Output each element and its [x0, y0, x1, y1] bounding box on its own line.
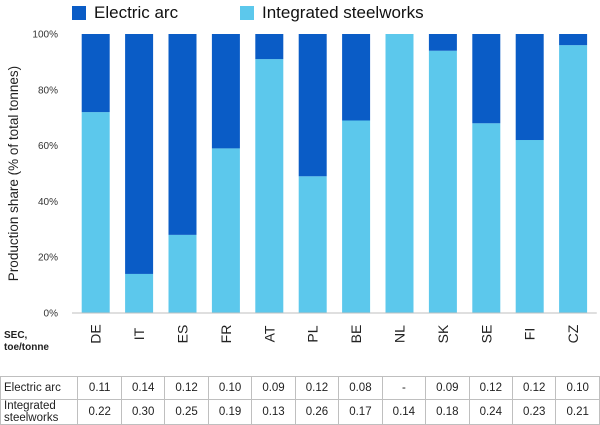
- sec-cell: 0.14: [381, 399, 427, 425]
- y-tick-label: 0%: [44, 309, 59, 320]
- sec-cell: 0.30: [120, 399, 166, 425]
- bar-integrated-steelworks-fr: [211, 148, 240, 313]
- legend-label-electric-arc: Electric arc: [94, 3, 179, 22]
- sec-cell: 0.24: [468, 399, 514, 425]
- sec-row-label: Integrated steelworks: [0, 399, 79, 425]
- sec-cell: 0.10: [207, 376, 253, 400]
- y-tick-label: 40%: [38, 197, 58, 208]
- legend-swatch-integrated-steelworks: [240, 6, 254, 20]
- bar-integrated-steelworks-pl: [298, 176, 327, 313]
- bar-electric-arc-fr: [211, 34, 240, 149]
- sec-cell: 0.12: [164, 376, 209, 400]
- legend-item-integrated-steelworks: Integrated steelworks: [240, 3, 424, 23]
- sec-row-integrated-steelworks: Integrated steelworks 0.22 0.30 0.25 0.1…: [0, 399, 600, 425]
- y-tick-label: 60%: [38, 141, 58, 152]
- sec-row-label-line2: steelworks: [4, 412, 59, 424]
- bar-electric-arc-it: [125, 34, 154, 274]
- sec-header-line2: toe/tonne: [4, 342, 49, 353]
- bar-integrated-steelworks-sk: [428, 50, 457, 314]
- y-tick-label: 20%: [38, 253, 58, 264]
- bar-integrated-steelworks-at: [255, 59, 284, 313]
- legend-swatch-electric-arc: [72, 6, 86, 20]
- sec-row-electric-arc: Electric arc 0.11 0.14 0.12 0.10 0.09 0.…: [0, 376, 600, 400]
- x-tick-label: BE: [348, 325, 364, 344]
- sec-cell: 0.21: [555, 399, 600, 425]
- sec-cell: 0.23: [511, 399, 557, 425]
- bar-electric-arc-se: [472, 34, 501, 124]
- y-tick-label: 100%: [32, 30, 58, 41]
- sec-cell: -: [381, 376, 427, 400]
- bar-electric-arc-es: [168, 34, 197, 235]
- sec-row-label: Electric arc: [0, 376, 79, 400]
- sec-cell: 0.12: [468, 376, 514, 400]
- sec-header-line1: SEC,: [4, 330, 28, 341]
- sec-cell: 0.18: [425, 399, 470, 425]
- bar-integrated-steelworks-nl: [385, 34, 414, 313]
- x-tick-label: SK: [435, 324, 451, 343]
- x-tick-label: SE: [478, 325, 494, 344]
- sec-row-label-line1: Integrated: [4, 400, 56, 412]
- sec-cell: 0.25: [164, 399, 209, 425]
- bar-integrated-steelworks-be: [342, 120, 371, 314]
- x-tick-label: FI: [522, 328, 538, 340]
- x-tick-label: CZ: [565, 324, 581, 343]
- sec-cell: 0.09: [251, 376, 296, 400]
- sec-cell: 0.14: [120, 376, 166, 400]
- x-tick-label: FR: [218, 325, 234, 344]
- bar-integrated-steelworks-cz: [559, 45, 588, 313]
- x-tick-label: IT: [131, 327, 147, 340]
- sec-header: SEC, toe/tonne: [4, 330, 49, 354]
- bar-electric-arc-be: [342, 34, 371, 121]
- bar-integrated-steelworks-it: [125, 273, 154, 313]
- sec-cell: 0.19: [207, 399, 253, 425]
- stacked-bar-chart: 0% 20% 40% 60% 80% 100% Production share (% of…: [6, 30, 597, 344]
- sec-cell: 0.12: [511, 376, 557, 400]
- sec-cell: 0.11: [77, 376, 122, 400]
- sec-cell: 0.08: [338, 376, 383, 400]
- sec-cell: 0.22: [77, 399, 122, 425]
- sec-cell: 0.09: [425, 376, 470, 400]
- sec-table: Electric arc 0.11 0.14 0.12 0.10 0.09 0.…: [0, 376, 600, 425]
- bar-electric-arc-cz: [559, 34, 588, 46]
- bar-electric-arc-at: [255, 34, 284, 60]
- bar-electric-arc-sk: [428, 34, 457, 51]
- sec-cell: 0.17: [338, 399, 383, 425]
- legend-item-electric-arc: Electric arc: [72, 3, 178, 23]
- bar-integrated-steelworks-fi: [515, 140, 544, 313]
- x-tick-label: ES: [175, 325, 191, 344]
- bar-integrated-steelworks-es: [168, 234, 197, 313]
- bar-electric-arc-pl: [298, 34, 327, 177]
- sec-cell: 0.26: [294, 399, 340, 425]
- y-tick-label: 80%: [38, 85, 58, 96]
- x-tick-label: NL: [392, 325, 408, 343]
- bar-electric-arc-fi: [515, 34, 544, 141]
- x-tick-label: PL: [305, 325, 321, 342]
- sec-cell: 0.12: [294, 376, 340, 400]
- sec-cell: 0.10: [555, 376, 600, 400]
- bar-integrated-steelworks-se: [472, 123, 501, 313]
- bar-electric-arc-de: [81, 34, 110, 113]
- bar-integrated-steelworks-de: [81, 112, 110, 314]
- legend: Electric arc Integrated steelworks: [0, 3, 600, 27]
- x-tick-label: AT: [261, 325, 277, 342]
- y-axis-label: Production share (% of total tonnes): [6, 66, 21, 281]
- sec-cell: 0.13: [251, 399, 296, 425]
- x-tick-label: DE: [88, 324, 104, 343]
- legend-label-integrated-steelworks: Integrated steelworks: [262, 3, 424, 22]
